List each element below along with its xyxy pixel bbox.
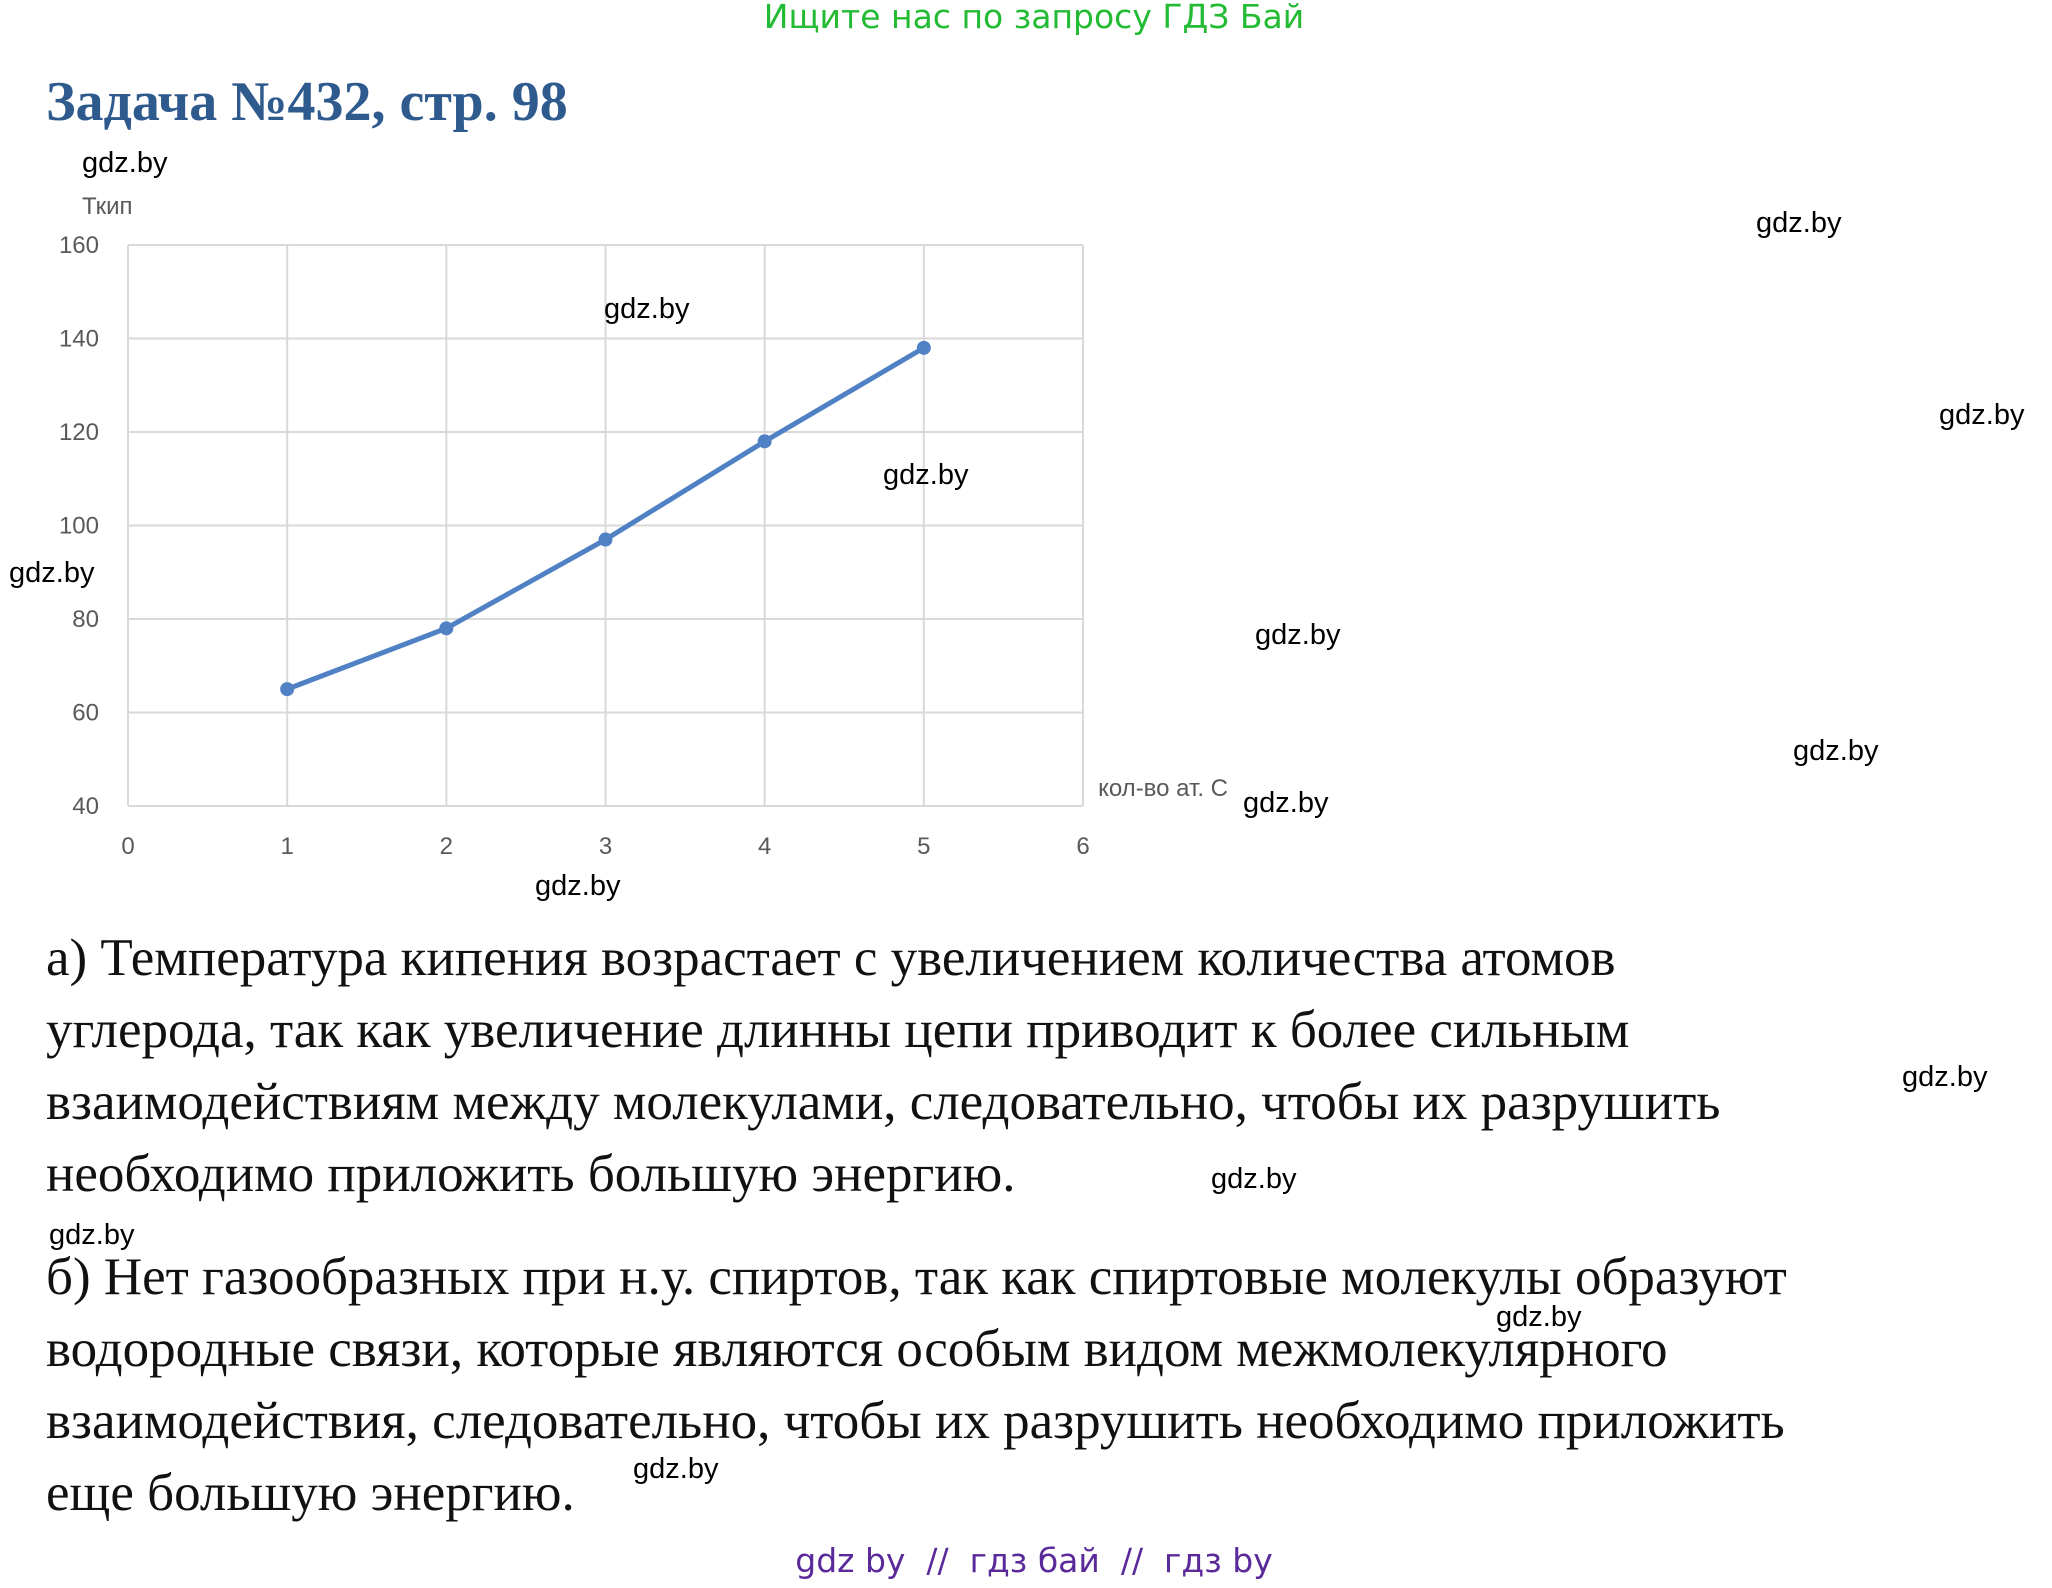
watermark: gdz.by xyxy=(49,1219,135,1251)
y-tick-label: 40 xyxy=(72,793,99,820)
data-point xyxy=(598,532,613,547)
watermark: gdz.by xyxy=(1756,207,1842,239)
watermark: gdz.by xyxy=(604,293,690,325)
y-tick-label: 140 xyxy=(59,326,99,353)
y-tick-label: 80 xyxy=(72,606,99,633)
paragraph-line: взаимодействиям между молекулами, следов… xyxy=(46,1073,1720,1131)
paragraph-line: водородные связи, которые являются особы… xyxy=(46,1320,1668,1378)
x-tick-label: 1 xyxy=(280,833,293,860)
paragraph-line: углерода, так как увеличение длинны цепи… xyxy=(46,1001,1629,1059)
watermark: gdz.by xyxy=(1902,1061,1988,1093)
watermark: gdz.by xyxy=(535,870,621,902)
watermark: gdz.by xyxy=(1255,619,1341,651)
paragraph-line: а) Температура кипения возрастает с увел… xyxy=(46,929,1616,987)
y-tick-label: 60 xyxy=(72,700,99,727)
watermark: gdz.by xyxy=(1496,1301,1582,1333)
x-tick-label: 5 xyxy=(917,833,930,860)
x-axis-label: кол-во ат. С xyxy=(1098,775,1228,802)
y-tick-label: 160 xyxy=(59,232,99,259)
watermark: gdz.by xyxy=(1243,787,1329,819)
paragraph-line: б) Нет газообразных при н.у. спиртов, та… xyxy=(46,1248,1787,1306)
data-point xyxy=(280,682,295,697)
paragraph-line: взаимодействия, следовательно, чтобы их … xyxy=(46,1392,1785,1450)
y-axis-label: Ткип xyxy=(82,193,133,220)
watermark: gdz.by xyxy=(883,459,969,491)
data-point xyxy=(757,434,772,449)
x-tick-label: 2 xyxy=(440,833,453,860)
data-point xyxy=(439,621,454,636)
paragraph-line: еще большую энергию. xyxy=(46,1464,575,1522)
watermark: gdz.by xyxy=(82,147,168,179)
x-tick-label: 3 xyxy=(599,833,612,860)
x-tick-label: 0 xyxy=(121,833,134,860)
footer: gdz by // гдз бай // гдз by xyxy=(795,1541,1272,1580)
title: Задача №432, стр. 98 xyxy=(46,71,568,133)
x-tick-label: 6 xyxy=(1076,833,1089,860)
watermark: gdz.by xyxy=(9,557,95,589)
y-tick-label: 100 xyxy=(59,513,99,540)
watermark: gdz.by xyxy=(1211,1163,1297,1195)
watermark: gdz.by xyxy=(1939,399,2025,431)
data-point xyxy=(916,340,931,355)
y-tick-label: 120 xyxy=(59,419,99,446)
watermark: gdz.by xyxy=(633,1453,719,1485)
watermark: gdz.by xyxy=(1793,735,1879,767)
paragraph-line: необходимо приложить большую энергию. xyxy=(46,1145,1015,1203)
banner: Ищите нас по запросу ГДЗ Бай xyxy=(764,0,1304,36)
x-tick-label: 4 xyxy=(758,833,771,860)
